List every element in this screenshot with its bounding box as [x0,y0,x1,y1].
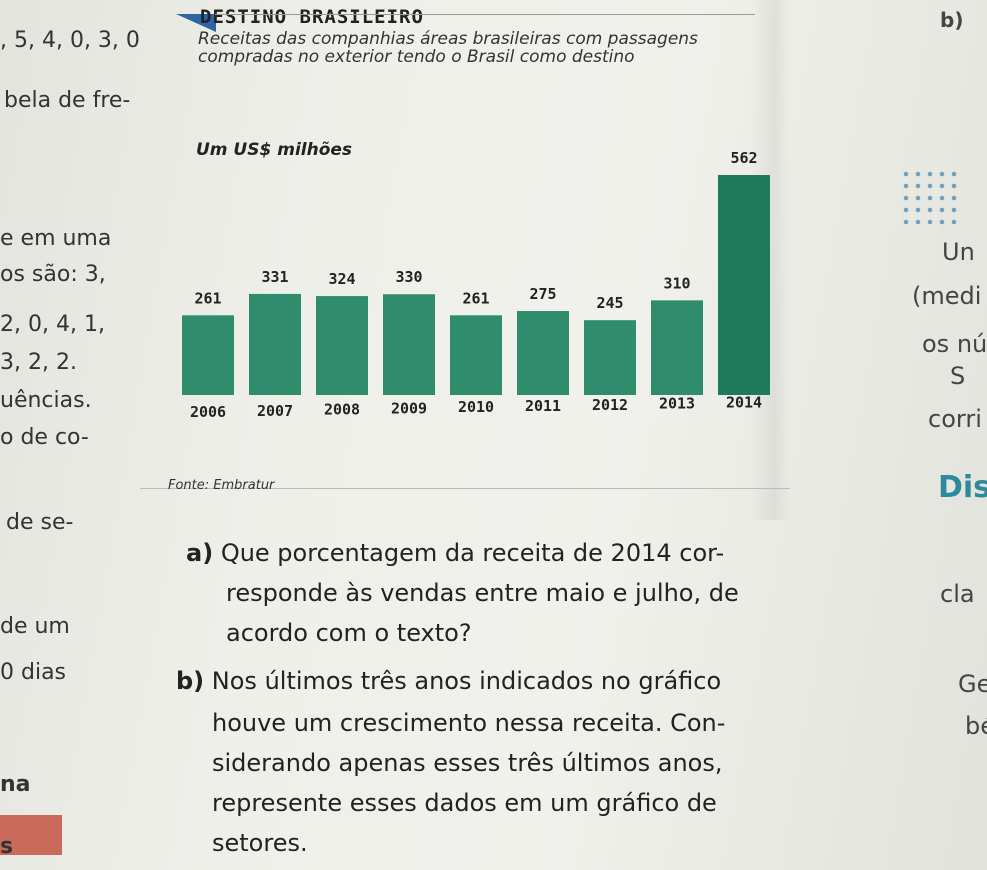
left-margin-line: na [0,772,31,797]
question-b-label: b) [176,667,205,695]
bar [517,311,569,395]
category-label: 2014 [726,393,762,411]
bar [316,296,368,395]
bar [249,293,301,395]
bar [182,315,234,395]
question-b-line: houve um crescimento nessa receita. Con- [212,709,726,737]
bar-group: 261 2006 331 2007 324 2008 330 2009 261 2010 275 20… [182,149,770,421]
dot-pattern-decoration [900,168,960,228]
bar [450,315,502,395]
bar [584,320,636,395]
question-b-line: setores. [212,829,308,857]
red-margin-bar [0,815,62,855]
left-margin-line: , 5, 4, 0, 3, 0 [0,28,140,53]
left-margin-line: o de co- [0,425,89,450]
category-label: 2007 [257,402,293,420]
bar-chart: 261 2006 331 2007 324 2008 330 2009 261 2010 275 20… [182,149,770,421]
bar-value-label: 275 [529,285,556,303]
question-b: b) Nos últimos três anos indicados no gr… [176,664,721,699]
right-margin-line: cla [940,580,975,608]
left-margin-line: 0 dias [0,660,67,685]
chart-unit-label: Um US$ milhões [196,140,353,160]
left-margin-line: de se- [6,510,74,535]
right-margin-line: Ge [958,670,987,698]
left-margin-line: uências. [0,388,92,413]
left-margin-line: e em uma [0,226,112,251]
question-a: a) Que porcentagem da receita de 2014 co… [186,536,724,571]
title-rule [215,14,755,15]
question-b-line: Nos últimos três anos indicados no gráfi… [211,667,722,695]
category-label: 2009 [391,399,427,417]
right-margin-line: corri [928,405,982,433]
blue-flag-decoration [176,14,216,32]
category-label: 2010 [458,398,494,416]
left-margin-line: s [0,834,14,859]
right-margin-line: (medi [912,282,982,310]
bar-value-label: 562 [730,149,757,167]
category-label: 2013 [659,395,695,413]
category-label: 2012 [592,396,628,414]
bar-value-label: 261 [462,289,489,307]
right-margin-line: os nú [922,330,987,358]
right-margin-line: b) [940,8,964,32]
left-margin-line: 2, 0, 4, 1, [0,312,105,337]
chart-subtitle: Receitas das companhias áreas brasileira… [198,29,698,67]
category-label: 2006 [190,403,226,421]
question-b-line: siderando apenas esses três últimos anos… [212,749,723,777]
bar-value-label: 245 [596,294,623,312]
right-margin-line: Dis [938,470,987,505]
question-a-line: Que porcentagem da receita de 2014 cor- [220,539,725,567]
question-b-line: represente esses dados em um gráfico de [212,789,717,817]
left-margin-line: os são: 3, [0,262,106,287]
bar-value-label: 261 [194,289,221,307]
question-a-line: responde às vendas entre maio e julho, d… [226,579,739,607]
bar [651,300,703,395]
chart-title: DESTINO BRASILEIRO [200,6,424,28]
chart-source: Fonte: Embratur [168,478,275,493]
right-margin-line: Un [942,238,975,266]
bar [383,294,435,395]
bar-value-label: 324 [328,270,355,288]
question-a-label: a) [186,539,214,567]
right-margin-line: S [950,362,966,390]
question-a-line: acordo com o texto? [226,619,472,647]
left-margin-line: bela de fre- [4,88,131,113]
category-label: 2008 [324,401,360,419]
bar-value-label: 310 [663,274,690,292]
left-margin-line: 3, 2, 2. [0,350,77,375]
bar [718,175,770,395]
source-rule [140,488,790,489]
left-margin-line: de um [0,614,70,639]
bar-value-label: 330 [395,268,422,286]
category-label: 2011 [525,397,561,415]
right-margin-line: bé [965,712,987,740]
bar-value-label: 331 [261,268,288,286]
